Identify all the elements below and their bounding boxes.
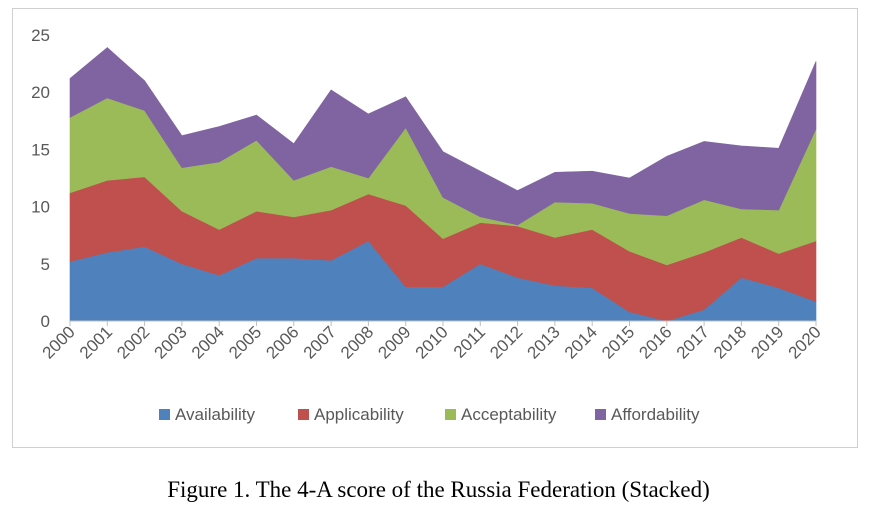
x-tick-label: 2020 <box>785 322 825 362</box>
legend-item-acceptability: Acceptability <box>445 405 557 424</box>
area-layers <box>69 47 817 322</box>
legend-item-affordability: Affordability <box>595 405 700 424</box>
x-tick-label: 2017 <box>673 322 713 362</box>
y-tick-label: 25 <box>31 26 50 45</box>
y-tick-label: 20 <box>31 83 50 102</box>
y-tick-label: 15 <box>31 140 50 159</box>
x-tick-label: 2010 <box>412 322 452 362</box>
y-tick-label: 10 <box>31 198 50 217</box>
x-tick-label: 2012 <box>486 322 526 362</box>
x-tick-label: 2013 <box>524 322 564 362</box>
x-tick-label: 2002 <box>113 322 153 362</box>
x-tick-label: 2008 <box>337 322 377 362</box>
y-tick-label: 0 <box>41 312 50 331</box>
x-tick-label: 2014 <box>561 322 601 362</box>
y-tick-label: 5 <box>41 255 50 274</box>
legend-item-applicability: Applicability <box>298 405 404 424</box>
x-tick-label: 2018 <box>710 322 750 362</box>
x-tick-label: 2019 <box>747 322 787 362</box>
figure-caption: Figure 1. The 4-A score of the Russia Fe… <box>167 477 710 502</box>
legend-swatch <box>445 409 456 420</box>
x-tick-label: 2005 <box>225 322 265 362</box>
x-tick-label: 2004 <box>188 322 228 362</box>
legend-swatch <box>595 409 606 420</box>
x-tick-label: 2003 <box>151 322 191 362</box>
legend-label: Affordability <box>611 405 700 424</box>
x-tick-label: 2007 <box>300 322 340 362</box>
legend-label: Acceptability <box>461 405 557 424</box>
x-tick-label: 2011 <box>450 322 489 361</box>
chart-frame: 0 5 10 15 20 25 2000 2001 2002 2003 2004 2005 2006 2… <box>12 8 858 448</box>
legend: Availability Applicability Acceptability Af… <box>159 405 700 424</box>
legend-label: Availability <box>175 405 256 424</box>
legend-label: Applicability <box>314 405 404 424</box>
x-tick-label: 2015 <box>598 322 638 362</box>
legend-swatch <box>159 409 170 420</box>
x-tick-label: 2006 <box>262 322 302 362</box>
stacked-area-chart: 0 5 10 15 20 25 20002001200220032004200520062… <box>31 26 825 424</box>
x-tick-label: 2009 <box>374 322 414 362</box>
x-tick-labels: 2000200120022003200420052006200720082009… <box>39 322 825 362</box>
axes <box>69 320 817 326</box>
x-tick-label: 2001 <box>76 322 116 362</box>
y-tick-labels: 0 5 10 15 20 25 <box>31 26 50 331</box>
area-affordability <box>69 47 817 226</box>
legend-swatch <box>298 409 309 420</box>
legend-item-availability: Availability <box>159 405 256 424</box>
x-tick-label: 2016 <box>635 322 675 362</box>
